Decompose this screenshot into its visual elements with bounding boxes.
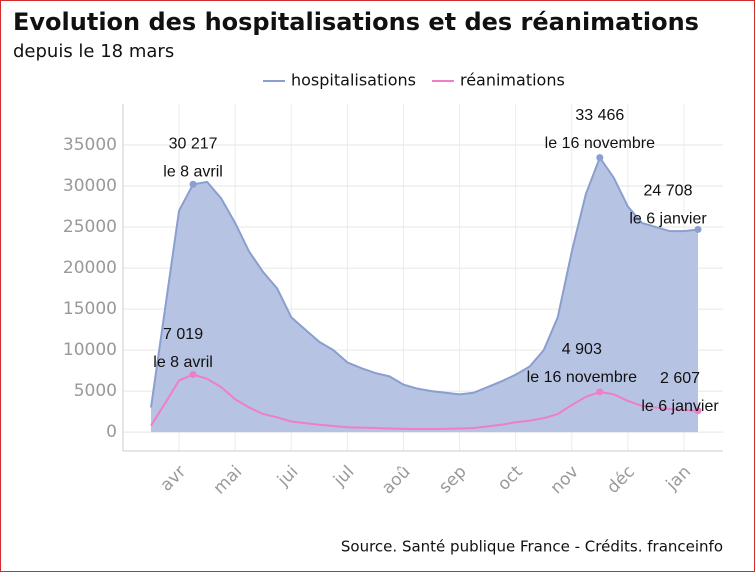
annotation-value: 33 466 <box>575 107 624 124</box>
annotation-point <box>694 225 702 233</box>
annotation-point <box>694 407 702 415</box>
y-tick-label: 15000 <box>63 299 117 319</box>
x-tick-label: jul <box>329 462 358 491</box>
annotation-date: le 6 janvier <box>641 398 719 415</box>
annotation-point <box>596 388 604 396</box>
x-tick-label: jan <box>662 462 695 495</box>
legend-label: hospitalisations <box>291 71 416 90</box>
source: Source. Santé publique France - Crédits.… <box>341 538 723 556</box>
y-tick-label: 35000 <box>63 135 117 155</box>
annotation-value: 7 019 <box>163 326 203 343</box>
annotation-point <box>189 371 197 379</box>
annotation-date: le 8 avril <box>153 354 213 371</box>
y-tick-label: 10000 <box>63 340 117 360</box>
chart-subtitle: depuis le 18 mars <box>13 41 174 62</box>
x-tick-label: nov <box>547 462 583 498</box>
annotation-point <box>189 180 197 188</box>
x-tick-label: sep <box>435 462 470 497</box>
y-tick-label: 5000 <box>74 381 117 401</box>
annotation-date: le 16 novembre <box>527 369 637 386</box>
annotation-value: 4 903 <box>562 341 602 358</box>
x-tick-label: déc <box>603 462 639 498</box>
legend-label: réanimations <box>460 71 565 90</box>
x-tick-label: mai <box>210 462 247 499</box>
annotation-date: le 6 janvier <box>629 211 707 228</box>
y-tick-label: 25000 <box>63 217 117 237</box>
annotation-date: le 8 avril <box>163 163 223 180</box>
line <box>150 373 699 431</box>
y-tick-label: 20000 <box>63 258 117 278</box>
area <box>151 157 698 433</box>
annotation-value: 24 708 <box>644 183 693 200</box>
y-tick-label: 0 <box>106 422 117 442</box>
line <box>150 155 699 408</box>
chart-title: Evolution des hospitalisations et des ré… <box>13 8 699 36</box>
x-tick-label: jui <box>273 462 302 491</box>
annotation-point <box>596 154 604 162</box>
annotation-value: 30 217 <box>169 135 218 152</box>
x-tick-label: aoû <box>378 462 414 498</box>
annotation-value: 2 607 <box>660 370 700 387</box>
y-tick-label: 30000 <box>63 176 117 196</box>
annotation-date: le 16 novembre <box>545 135 655 152</box>
x-tick-label: oct <box>494 462 527 495</box>
x-tick-label: avr <box>157 462 191 496</box>
